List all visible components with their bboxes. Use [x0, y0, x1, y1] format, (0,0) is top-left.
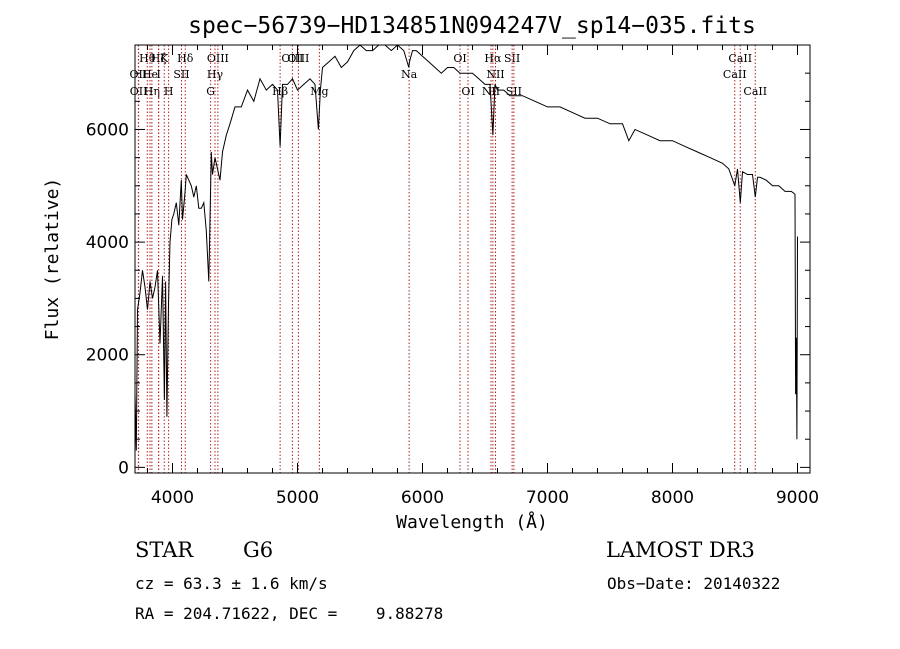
x-tick-label-8000: 8000 — [651, 488, 694, 508]
marker-label-6: K — [160, 52, 169, 65]
marker-label-17: Mg — [310, 85, 328, 98]
marker-label-16: OIII — [287, 52, 309, 65]
spectrum-line — [134, 44, 798, 451]
coordinates: RA = 204.71622, DEC = 9.88278 — [135, 604, 444, 623]
y-tick-label-2000: 2000 — [86, 346, 129, 366]
redshift-text: cz = 63.3 ± 1.6 km/s — [135, 574, 328, 593]
survey-name: LAMOST DR3 — [606, 538, 755, 562]
marker-label-11: Hγ — [207, 68, 224, 81]
marker-label-18: Na — [401, 68, 418, 81]
x-tick-label-4000: 4000 — [151, 488, 194, 508]
y-axis-ticks: 0 2000 4000 6000 — [86, 72, 810, 478]
x-tick-label-9000: 9000 — [776, 488, 819, 508]
obs-date: Obs−Date: 20140322 — [607, 574, 781, 593]
marker-label-9: SII — [173, 68, 189, 81]
marker-label-25: SII — [506, 85, 522, 98]
marker-label-0: Hθ — [139, 52, 156, 65]
object-type: STAR — [135, 538, 194, 562]
marker-label-8: H — [164, 85, 174, 98]
marker-label-24: SII — [504, 52, 520, 65]
y-tick-label-6000: 6000 — [86, 120, 129, 140]
x-tick-label-5000: 5000 — [276, 488, 319, 508]
marker-label-26: CaII — [728, 52, 752, 65]
y-tick-label-4000: 4000 — [86, 233, 129, 253]
chart-title: spec−56739−HD134851N094247V_sp14−035.fit… — [188, 13, 756, 39]
marker-label-7: I — [156, 68, 160, 81]
marker-label-5: Hζ — [151, 52, 167, 65]
plot-frame — [134, 44, 811, 474]
marker-label-3: He — [142, 68, 158, 81]
marker-label-23: NII — [486, 68, 504, 81]
line-markers: HθOIIOIIHeHηHζKIHSIIHδHγGOIIIHβOIIIOIIIM… — [130, 45, 767, 473]
x-axis-label: Wavelength (Å) — [396, 511, 548, 533]
marker-label-13: OIII — [207, 52, 229, 65]
marker-label-4: Hη — [144, 85, 160, 98]
marker-label-28: CaII — [743, 85, 767, 98]
marker-label-21: Hα — [484, 52, 502, 65]
marker-label-27: CaII — [723, 68, 747, 81]
marker-label-2: OII — [130, 85, 148, 98]
y-axis-label: Flux (relative) — [42, 178, 63, 341]
marker-label-15: OIII — [281, 52, 303, 65]
subclass: G6 — [243, 538, 274, 562]
marker-label-10: Hδ — [177, 52, 194, 65]
x-axis-ticks: 4000 5000 6000 7000 8000 9000 — [147, 45, 819, 508]
marker-label-20: OI — [461, 85, 474, 98]
y-tick-label-0: 0 — [118, 458, 129, 478]
marker-label-12: G — [206, 85, 215, 98]
x-tick-label-6000: 6000 — [401, 488, 444, 508]
marker-label-19: OI — [453, 52, 466, 65]
x-tick-label-7000: 7000 — [526, 488, 569, 508]
